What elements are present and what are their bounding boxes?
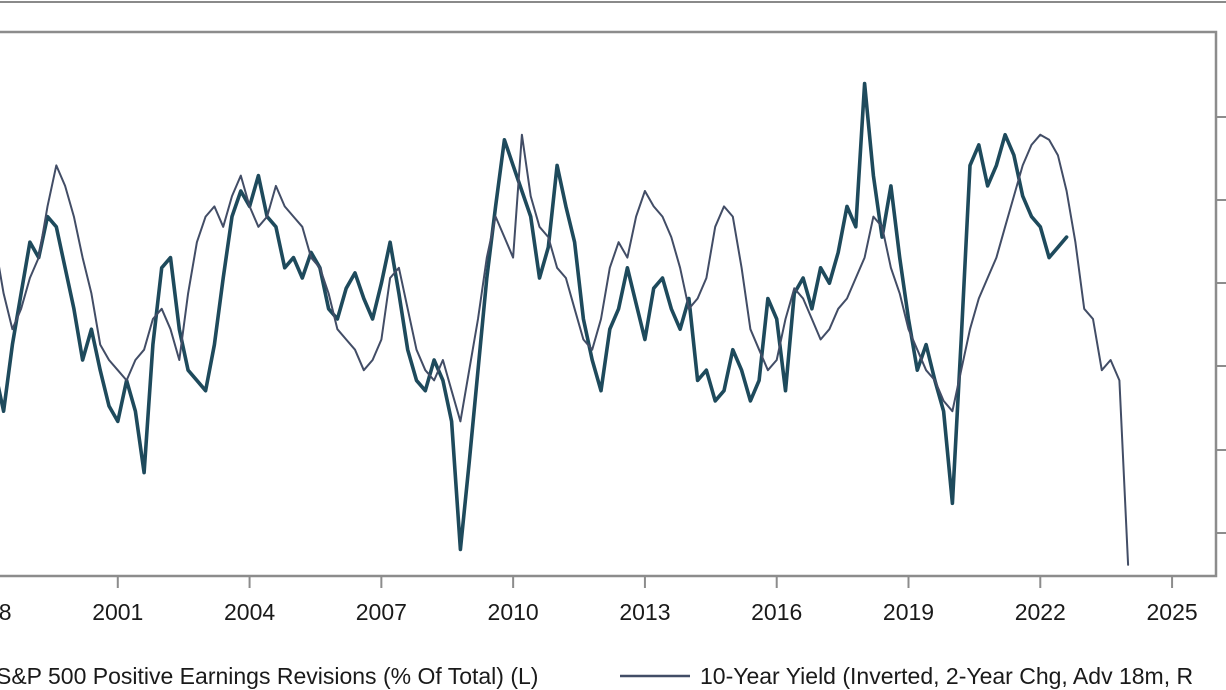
x-axis-ticks <box>116 576 1174 588</box>
x-tick-label: 2010 <box>488 599 539 625</box>
x-tick-label: 2013 <box>619 599 670 625</box>
x-tick-label: 2001 <box>92 599 143 625</box>
x-tick-label: 2019 <box>883 599 934 625</box>
series-line-10y-yield <box>0 133 1130 566</box>
x-axis-labels: 1998 2001 2004 2007 2010 2013 2016 2019 2022 2025 <box>0 599 1198 625</box>
series-lines <box>0 81 1130 566</box>
plot-frame <box>0 30 1218 578</box>
legend-label-10y-yield: 10-Year Yield (Inverted, 2-Year Chg, Adv… <box>700 663 1193 689</box>
x-tick-label: 2022 <box>1015 599 1066 625</box>
legend: S&P 500 Positive Earnings Revisions (% O… <box>0 663 1193 689</box>
x-tick-label: 2016 <box>751 599 802 625</box>
right-axis-ticks <box>1216 116 1226 534</box>
x-tick-label: 2004 <box>224 599 275 625</box>
x-tick-label: 2007 <box>356 599 407 625</box>
x-tick-label: 1998 <box>0 599 12 625</box>
series-line-earnings-revisions <box>0 81 1069 552</box>
legend-label-earnings-revisions: S&P 500 Positive Earnings Revisions (% O… <box>0 663 538 689</box>
x-tick-label: 2025 <box>1146 599 1197 625</box>
